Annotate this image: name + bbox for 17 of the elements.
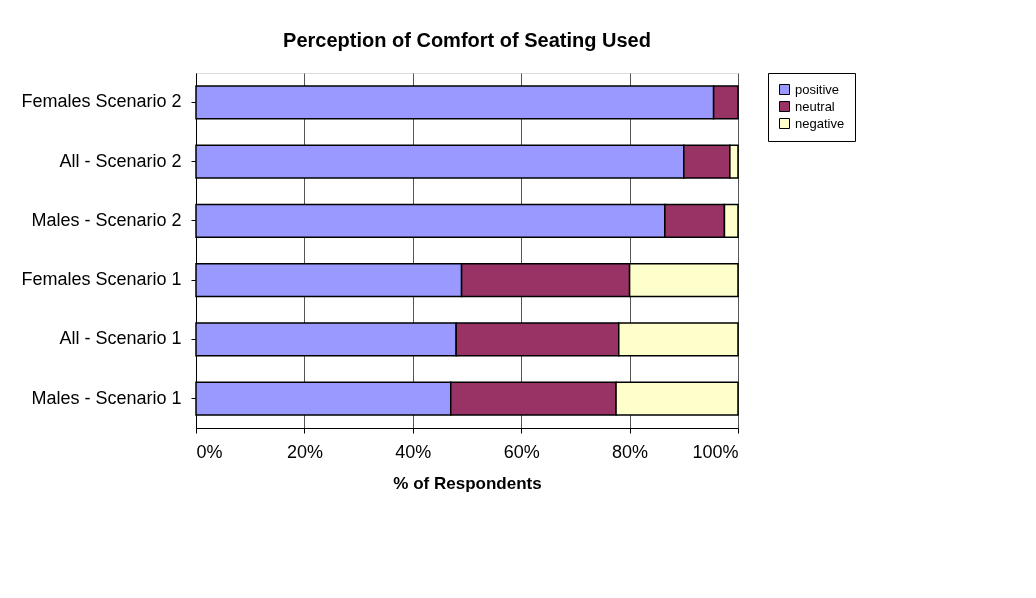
chart-title: Perception of Comfort of Seating Used [283, 28, 651, 51]
x-axis-title: % of Respondents [393, 473, 542, 493]
legend-label: neutral [795, 98, 835, 114]
y-tick-label: Females Scenario 2 [21, 91, 182, 112]
x-tick-label: 0% [196, 441, 223, 462]
y-tick-label: All - Scenario 1 [59, 328, 182, 349]
y-tick-label: Females Scenario 1 [21, 269, 182, 290]
x-tick-label: 80% [612, 441, 649, 462]
legend-label: positive [795, 81, 840, 97]
legend-label: negative [795, 115, 845, 131]
x-tick-label: 20% [286, 441, 323, 462]
y-tick-label: Males - Scenario 1 [31, 387, 182, 408]
x-tick-label: 60% [503, 441, 540, 462]
y-tick-label: All - Scenario 2 [59, 150, 182, 171]
y-tick-label: Males - Scenario 2 [31, 209, 182, 230]
x-tick-label: 40% [395, 441, 432, 462]
x-tick-label: 100% [692, 441, 739, 462]
